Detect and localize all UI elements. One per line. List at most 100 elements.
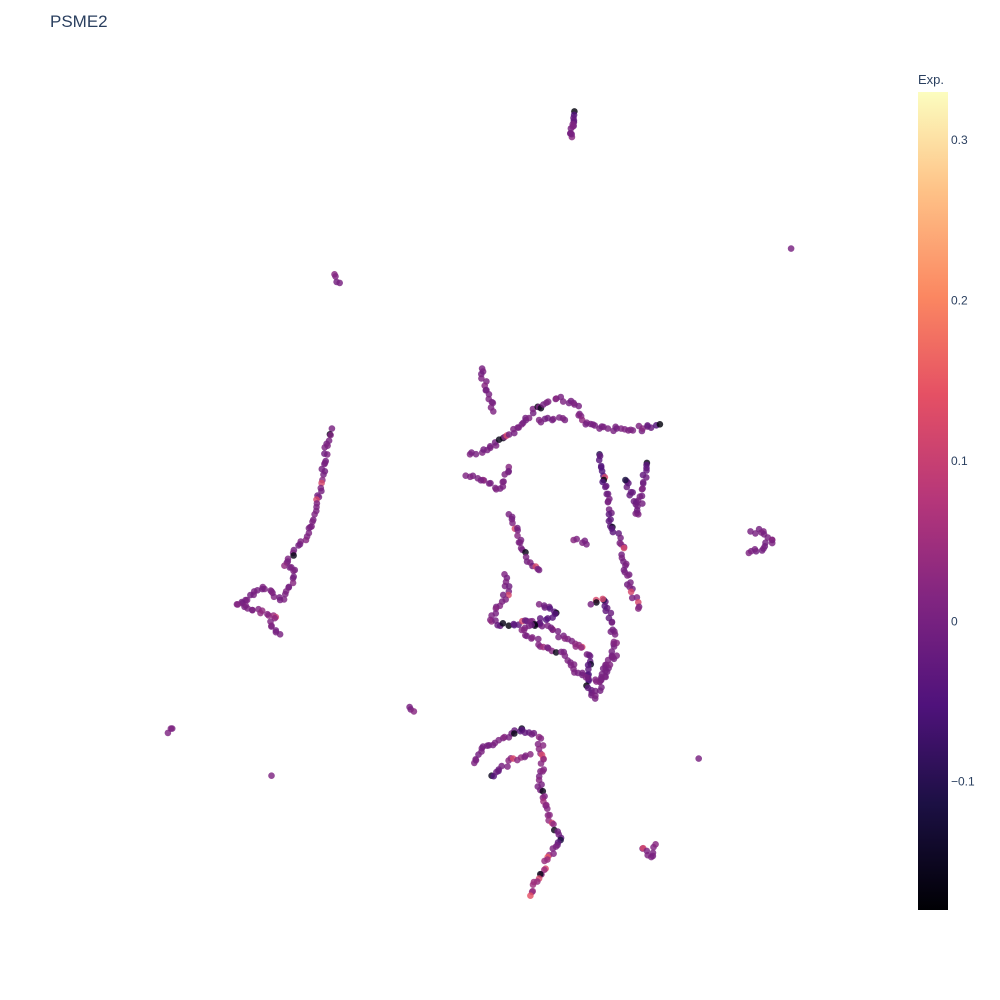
scatter-point bbox=[537, 735, 545, 742]
scatter-point bbox=[745, 549, 753, 557]
scatter-point bbox=[635, 605, 642, 612]
scatter-point bbox=[597, 676, 605, 684]
scatter-point bbox=[620, 544, 628, 552]
scatter-point bbox=[542, 616, 550, 623]
colorbar-tick-label: 0 bbox=[951, 614, 958, 628]
scatter-point bbox=[332, 273, 339, 280]
chart-title: PSME2 bbox=[50, 12, 108, 31]
scatter-point bbox=[509, 519, 516, 527]
scatter-point bbox=[605, 614, 613, 622]
scatter-point bbox=[295, 542, 302, 549]
scatter-point bbox=[592, 687, 599, 695]
colorbar-gradient bbox=[918, 92, 948, 910]
scatter-point bbox=[247, 591, 254, 599]
scatter-point bbox=[486, 443, 494, 450]
scatter-point bbox=[289, 579, 297, 587]
scatter-point bbox=[487, 479, 494, 487]
scatter-point bbox=[541, 857, 548, 865]
scatter-point bbox=[485, 391, 493, 398]
scatter-point bbox=[272, 627, 280, 634]
colorbar-ticks: 0.3 0.2 0.1 0 −0.1 bbox=[951, 133, 975, 789]
scatter-point bbox=[474, 475, 482, 482]
scatter-point bbox=[577, 644, 585, 651]
scatter-point bbox=[290, 567, 297, 575]
scatter-point bbox=[282, 590, 289, 598]
scatter-point bbox=[567, 129, 574, 137]
scatter-point bbox=[537, 760, 545, 767]
scatter-point bbox=[605, 517, 613, 525]
scatter-point bbox=[234, 601, 241, 608]
scatter-point bbox=[639, 500, 646, 507]
scatter-point bbox=[529, 881, 537, 888]
scatter-point bbox=[539, 768, 546, 775]
scatter-point bbox=[608, 648, 616, 655]
scatter-point bbox=[505, 431, 513, 438]
colorbar-tick-label: 0.2 bbox=[951, 294, 968, 308]
scatter-point bbox=[573, 535, 580, 543]
scatter-point bbox=[656, 421, 664, 428]
scatter-point bbox=[638, 486, 646, 493]
scatter-point bbox=[539, 787, 547, 795]
scatter-point bbox=[488, 398, 496, 406]
scatter-point bbox=[302, 536, 310, 544]
scatter-point bbox=[268, 772, 275, 779]
scatter-point bbox=[492, 605, 500, 612]
scatter-point bbox=[559, 398, 567, 405]
scatter-point bbox=[583, 541, 590, 548]
scatter-point bbox=[328, 425, 336, 432]
scatter-point bbox=[592, 692, 599, 699]
scatter-point bbox=[499, 620, 507, 627]
colorbar-tick-label: 0.3 bbox=[951, 133, 968, 147]
scatter-point bbox=[605, 511, 613, 518]
scatter-point bbox=[472, 450, 480, 458]
scatter-point bbox=[535, 566, 543, 574]
scatter-point bbox=[516, 539, 524, 546]
scatter-point bbox=[321, 460, 328, 468]
scatter-points bbox=[164, 108, 795, 899]
scatter-point bbox=[264, 610, 271, 618]
scatter-point bbox=[627, 588, 635, 596]
scatter-point bbox=[472, 757, 480, 764]
scatter-point bbox=[529, 634, 536, 641]
scatter-point bbox=[462, 472, 470, 480]
scatter-point bbox=[521, 617, 529, 624]
scatter-point bbox=[627, 488, 635, 496]
scatter-point bbox=[492, 484, 499, 492]
scatter-point bbox=[649, 849, 657, 857]
scatter-point bbox=[787, 245, 795, 252]
scatter-point bbox=[311, 511, 318, 518]
scatter-point bbox=[522, 549, 529, 556]
scatter-point bbox=[276, 631, 284, 638]
scatter-point bbox=[591, 422, 599, 429]
scatter-point bbox=[613, 652, 620, 659]
scatter-point bbox=[604, 425, 612, 432]
scatter-point bbox=[550, 820, 557, 828]
scatter-point bbox=[327, 431, 334, 439]
scatter-point bbox=[556, 414, 563, 421]
scatter-point bbox=[598, 684, 605, 691]
scatter-point bbox=[281, 562, 288, 569]
scatter-point bbox=[552, 649, 560, 656]
scatter-point bbox=[643, 467, 650, 474]
scatter-point bbox=[639, 480, 647, 487]
scatter-point bbox=[267, 587, 275, 594]
scatter-point bbox=[609, 528, 617, 536]
scatter-point bbox=[276, 594, 283, 601]
scatter-point bbox=[305, 524, 313, 532]
scatter-point bbox=[336, 279, 344, 287]
scatter-point bbox=[555, 633, 562, 641]
scatter-point bbox=[527, 751, 534, 758]
colorbar-tick-label: −0.1 bbox=[951, 775, 975, 789]
scatter-point bbox=[643, 474, 650, 481]
scatter-point bbox=[546, 811, 553, 819]
scatter-point bbox=[587, 601, 595, 608]
scatter-point bbox=[498, 762, 506, 770]
scatter-point bbox=[633, 506, 641, 514]
scatter-point bbox=[536, 619, 544, 627]
scatter-point bbox=[617, 534, 624, 542]
scatter-point bbox=[695, 755, 702, 762]
scatter-point bbox=[593, 599, 600, 606]
scatter-point bbox=[582, 421, 589, 428]
scatter-point bbox=[525, 414, 533, 422]
scatter-point bbox=[290, 552, 297, 559]
